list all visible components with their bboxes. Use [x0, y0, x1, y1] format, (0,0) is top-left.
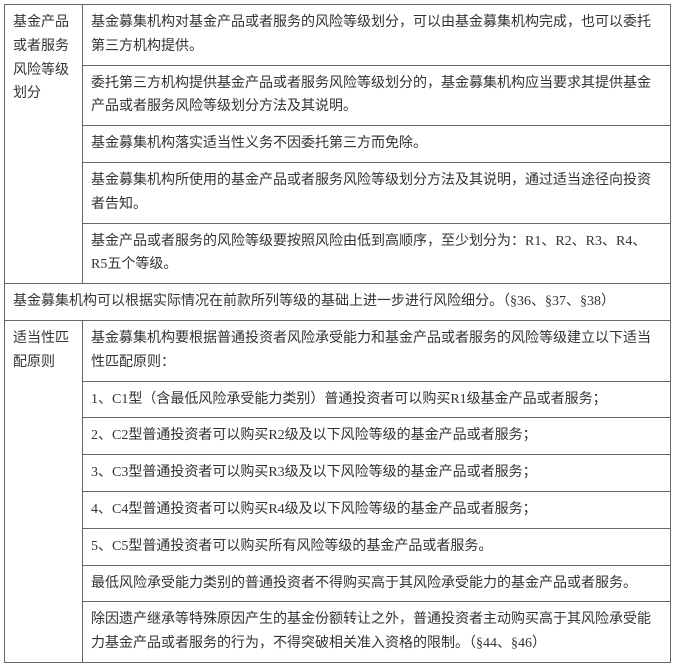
cell-content: 委托第三方机构提供基金产品或者服务风险等级划分的，基金募集机构应当要求其提供基金… [83, 65, 671, 126]
table-row: 基金募集机构落实适当性义务不因委托第三方而免除。 [5, 126, 671, 163]
cell-content: 基金募集机构所使用的基金产品或者服务风险等级划分方法及其说明，通过适当途径向投资… [83, 162, 671, 223]
cell-content: 1、C1型（含最低风险承受能力类别）普通投资者可以购买R1级基金产品或者服务； [83, 381, 671, 418]
cell-content: 除因遗产继承等特殊原因产生的基金份额转让之外，普通投资者主动购买高于其风险承受能… [83, 602, 671, 663]
cell-content: 5、C5型普通投资者可以购买所有风险等级的基金产品或者服务。 [83, 528, 671, 565]
table-row: 5、C5型普通投资者可以购买所有风险等级的基金产品或者服务。 [5, 528, 671, 565]
table-row: 基金募集机构所使用的基金产品或者服务风险等级划分方法及其说明，通过适当途径向投资… [5, 162, 671, 223]
table-row: 委托第三方机构提供基金产品或者服务风险等级划分的，基金募集机构应当要求其提供基金… [5, 65, 671, 126]
table-row: 最低风险承受能力类别的普通投资者不得购买高于其风险承受能力的基金产品或者服务。 [5, 565, 671, 602]
table-row: 适当性匹配原则 基金募集机构要根据普通投资者风险承受能力和基金产品或者服务的风险… [5, 320, 671, 381]
cell-content: 3、C3型普通投资者可以购买R3级及以下风险等级的基金产品或者服务； [83, 455, 671, 492]
table-row: 2、C2型普通投资者可以购买R2级及以下风险等级的基金产品或者服务； [5, 418, 671, 455]
cell-content: 基金募集机构对基金产品或者服务的风险等级划分，可以由基金募集机构完成，也可以委托… [83, 5, 671, 66]
table-row: 4、C4型普通投资者可以购买R4级及以下风险等级的基金产品或者服务； [5, 491, 671, 528]
regulation-table: 基金产品或者服务风险等级划分 基金募集机构对基金产品或者服务的风险等级划分，可以… [4, 4, 671, 663]
section-label-suitability-matching: 适当性匹配原则 [5, 320, 83, 662]
cell-content: 基金募集机构落实适当性义务不因委托第三方而免除。 [83, 126, 671, 163]
cell-content: 最低风险承受能力类别的普通投资者不得购买高于其风险承受能力的基金产品或者服务。 [83, 565, 671, 602]
cell-content: 2、C2型普通投资者可以购买R2级及以下风险等级的基金产品或者服务； [83, 418, 671, 455]
table-row: 3、C3型普通投资者可以购买R3级及以下风险等级的基金产品或者服务； [5, 455, 671, 492]
table-row: 基金产品或者服务风险等级划分 基金募集机构对基金产品或者服务的风险等级划分，可以… [5, 5, 671, 66]
table-row: 1、C1型（含最低风险承受能力类别）普通投资者可以购买R1级基金产品或者服务； [5, 381, 671, 418]
cell-content: 基金募集机构要根据普通投资者风险承受能力和基金产品或者服务的风险等级建立以下适当… [83, 320, 671, 381]
table-row: 基金募集机构可以根据实际情况在前款所列等级的基础上进一步进行风险细分。（§36、… [5, 284, 671, 321]
cell-content: 4、C4型普通投资者可以购买R4级及以下风险等级的基金产品或者服务； [83, 491, 671, 528]
section-label-risk-classification: 基金产品或者服务风险等级划分 [5, 5, 83, 284]
cell-content: 基金产品或者服务的风险等级要按照风险由低到高顺序，至少划分为：R1、R2、R3、… [83, 223, 671, 284]
cell-content-full: 基金募集机构可以根据实际情况在前款所列等级的基础上进一步进行风险细分。（§36、… [5, 284, 671, 321]
table-row: 基金产品或者服务的风险等级要按照风险由低到高顺序，至少划分为：R1、R2、R3、… [5, 223, 671, 284]
table-row: 除因遗产继承等特殊原因产生的基金份额转让之外，普通投资者主动购买高于其风险承受能… [5, 602, 671, 663]
